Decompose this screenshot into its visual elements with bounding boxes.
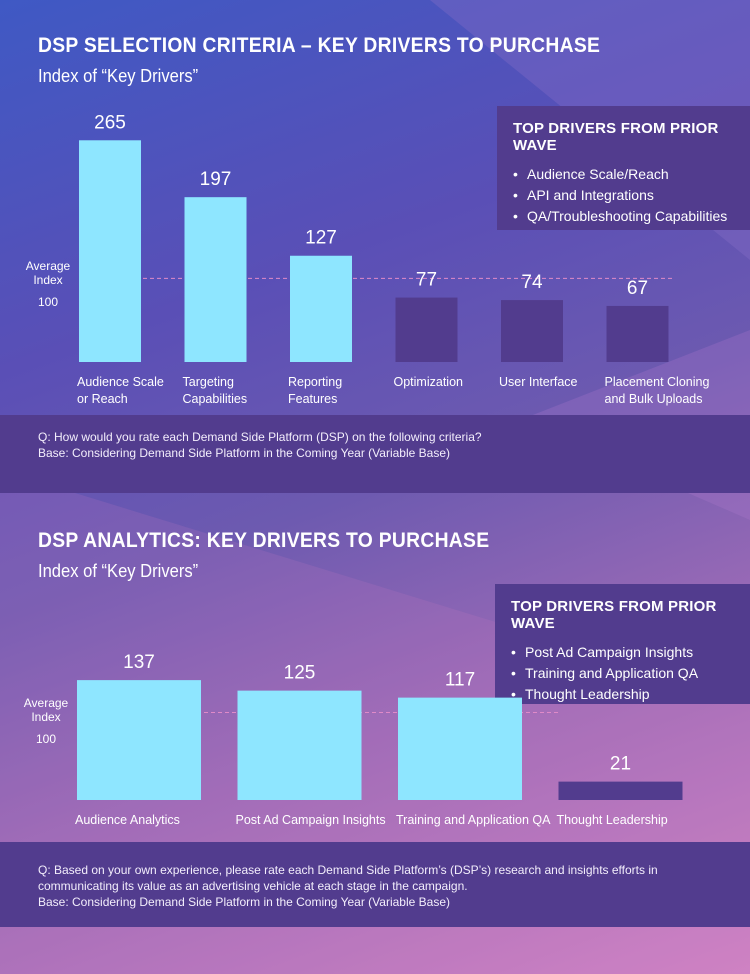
chart2-base: Base: Considering Demand Side Platform i… xyxy=(38,895,450,909)
bar xyxy=(398,697,522,800)
chart2-question: Q: Based on your own experience, please … xyxy=(38,863,658,893)
category-label: Optimization xyxy=(394,375,464,389)
category-label: Audience Scale xyxy=(77,375,164,389)
category-label: User Interface xyxy=(499,375,578,389)
category-label: Placement Cloning xyxy=(605,375,710,389)
category-label: and Bulk Uploads xyxy=(605,392,703,406)
bar-value-label: 125 xyxy=(284,663,316,684)
chart2-subtitle: Index of “Key Drivers” xyxy=(38,561,199,581)
bar xyxy=(237,690,362,800)
bar xyxy=(558,781,683,800)
chart2-top-drivers-panel: TOP DRIVERS FROM PRIOR WAVE Post Ad Camp… xyxy=(495,584,750,705)
bar-value-label: 77 xyxy=(416,270,437,291)
chart1-base: Base: Considering Demand Side Platform i… xyxy=(38,446,450,460)
chart1-question: Q: How would you rate each Demand Side P… xyxy=(38,430,482,444)
chart2-top-driver-item: Thought Leadership xyxy=(511,684,734,705)
chart1-top-drivers-panel: TOP DRIVERS FROM PRIOR WAVE Audience Sca… xyxy=(497,106,750,230)
chart1-top-drivers-list: Audience Scale/Reach API and Integration… xyxy=(513,164,734,227)
chart2-top-driver-item: Training and Application QA xyxy=(511,663,734,684)
chart1-average-label-line: Average xyxy=(25,259,71,273)
bar-value-label: 67 xyxy=(627,278,648,299)
category-label: Audience Analytics xyxy=(75,813,180,827)
chart1-average-label: Average Index 100 xyxy=(22,259,74,309)
bar xyxy=(606,305,669,362)
bar xyxy=(395,297,458,362)
bar-value-label: 127 xyxy=(305,228,337,249)
chart2-average-label: Average Index 100 xyxy=(20,696,72,746)
chart2-top-drivers-list: Post Ad Campaign Insights Training and A… xyxy=(511,642,734,705)
chart2-footnote: Q: Based on your own experience, please … xyxy=(0,842,750,927)
category-label: Thought Leadership xyxy=(557,813,668,827)
chart1-footnote: Q: How would you rate each Demand Side P… xyxy=(0,415,750,493)
chart2-top-driver-item: Post Ad Campaign Insights xyxy=(511,642,734,663)
chart1-subtitle: Index of “Key Drivers” xyxy=(38,66,199,86)
bar xyxy=(77,680,201,800)
category-label: Capabilities xyxy=(183,392,248,406)
bar xyxy=(184,197,247,362)
chart2-average-label-line: 100 xyxy=(35,732,57,746)
chart1-average-label-line: Index xyxy=(33,273,63,287)
chart1-top-driver-item: Audience Scale/Reach xyxy=(513,164,734,185)
category-label: or Reach xyxy=(77,392,128,406)
chart1-title: DSP SELECTION CRITERIA – KEY DRIVERS TO … xyxy=(38,34,601,57)
chart1-svg: 265 Audience Scale or Reach 197 Targeting Cap… xyxy=(77,112,710,406)
bar xyxy=(501,300,563,362)
chart2-top-drivers-title: TOP DRIVERS FROM PRIOR WAVE xyxy=(511,598,717,632)
chart2-average-label-line: Index xyxy=(31,710,61,724)
category-label: Post Ad Campaign Insights xyxy=(236,813,386,827)
chart2-svg: 137 Audience Analytics 125 Post Ad Campaign… xyxy=(75,652,683,827)
chart1-average-label-line: 100 xyxy=(37,295,59,309)
chart2-average-label-line: Average xyxy=(23,696,69,710)
category-label: Reporting xyxy=(288,375,342,389)
chart1-top-driver-item: API and Integrations xyxy=(513,185,734,206)
chart1-top-driver-item: QA/Troubleshooting Capabilities xyxy=(513,206,734,227)
category-label: Features xyxy=(288,392,337,406)
bar xyxy=(290,255,352,362)
chart2-title: DSP ANALYTICS: KEY DRIVERS TO PURCHASE xyxy=(38,529,490,552)
chart1-top-drivers-title: TOP DRIVERS FROM PRIOR WAVE xyxy=(513,120,719,154)
bar-value-label: 21 xyxy=(610,754,631,775)
category-label: Training and Application QA xyxy=(396,813,551,827)
bar-value-label: 265 xyxy=(94,112,126,133)
bar-value-label: 197 xyxy=(200,169,232,190)
bar-value-label: 137 xyxy=(123,652,155,673)
bar xyxy=(79,140,141,362)
bar-value-label: 74 xyxy=(521,272,543,293)
category-label: Targeting xyxy=(183,375,234,389)
bar-value-label: 117 xyxy=(445,670,475,691)
